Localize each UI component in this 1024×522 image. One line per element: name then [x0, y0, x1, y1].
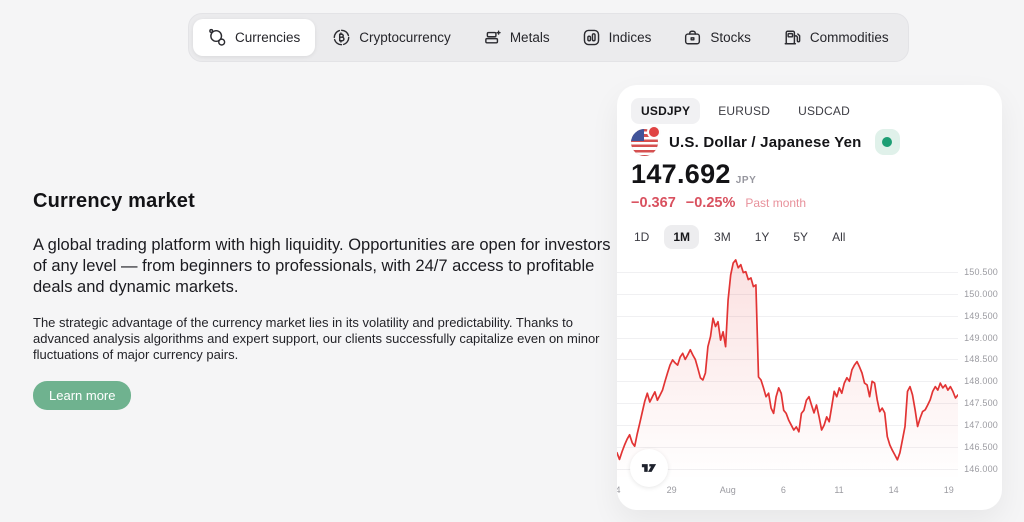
y-axis-tick: 146.000 [964, 464, 998, 474]
y-axis-tick: 149.000 [964, 332, 998, 343]
y-axis-tick: 147.000 [964, 420, 998, 431]
nav-tab-label: Metals [509, 30, 550, 45]
nav-tab-label: Commodities [809, 30, 889, 45]
x-axis-tick: 19 [943, 485, 954, 495]
x-axis-tick: Aug [719, 485, 736, 495]
y-axis-tick: 148.000 [964, 376, 998, 387]
asset-class-tabs: Currencies Cryptocurrency Metals Indices Sto… [188, 13, 909, 62]
range-tabs: 1D 1M 3M 1Y 5Y All [625, 225, 854, 249]
bar-chart-icon [582, 28, 601, 47]
gridline [617, 359, 958, 361]
y-axis-tick: 150.500 [964, 266, 998, 277]
price-currency: JPY [735, 175, 757, 186]
nav-tab-label: Indices [608, 30, 652, 45]
price-line-chart [617, 259, 958, 480]
intro-lead: A global trading platform with high liqu… [33, 236, 611, 296]
change-absolute: −0.367 [631, 195, 676, 211]
y-axis-tick: 149.500 [964, 310, 998, 321]
tradingview-logo[interactable] [630, 449, 668, 487]
fuel-pump-icon [783, 28, 802, 47]
market-open-dot-icon [882, 137, 893, 147]
x-axis-tick: 29 [666, 485, 677, 495]
range-tab-1y[interactable]: 1Y [746, 225, 779, 249]
us-jpy-flag-icon [631, 124, 661, 156]
gridline [617, 337, 958, 339]
coins-icon [208, 28, 227, 47]
range-tab-5y[interactable]: 5Y [784, 225, 817, 249]
price-row: 147.692 JPY [631, 159, 756, 190]
learn-more-button[interactable]: Learn more [33, 380, 132, 410]
nav-tab-metals[interactable]: Metals [468, 19, 565, 56]
tradingview-mark-icon [641, 464, 657, 472]
briefcase-icon [683, 28, 702, 47]
x-axis-tick: 6 [780, 485, 786, 495]
x-axis-tick: 14 [888, 485, 899, 495]
range-tab-all[interactable]: All [823, 225, 854, 249]
gridline [617, 271, 958, 273]
y-axis-tick: 150.000 [964, 288, 998, 299]
gridline [617, 403, 958, 405]
range-tab-1m[interactable]: 1M [664, 225, 700, 249]
y-axis-tick: 148.500 [964, 354, 998, 365]
price-chart: 4 29 Aug 6 11 14 19 150.500 150.000 149.500 149.0… [617, 252, 1002, 502]
price-change-row: −0.367 −0.25% Past month [631, 195, 806, 211]
price-value: 147.692 [631, 159, 731, 189]
nav-tab-cryptocurrency[interactable]: Cryptocurrency [317, 19, 466, 56]
range-tab-1d[interactable]: 1D [625, 225, 658, 249]
pair-tab-usdjpy[interactable]: USDJPY [631, 98, 701, 124]
bitcoin-icon [332, 28, 351, 47]
gridline [617, 381, 958, 383]
instrument-name: U.S. Dollar / Japanese Yen [669, 133, 862, 151]
instrument-row: U.S. Dollar / Japanese Yen [631, 124, 900, 156]
currency-market-intro: Currency market A global trading platfor… [33, 190, 618, 410]
nav-tab-label: Stocks [710, 30, 751, 45]
gridline [617, 315, 958, 317]
y-axis-tick: 147.500 [964, 398, 998, 409]
x-axis-tick: 11 [834, 485, 844, 495]
nav-tab-indices[interactable]: Indices [567, 19, 667, 56]
nav-tab-stocks[interactable]: Stocks [668, 19, 766, 56]
change-percent: −0.25% [685, 195, 736, 211]
intro-body: The strategic advantage of the currency … [33, 315, 600, 363]
market-widget-card: USDJPY EURUSD USDCAD U.S. Dollar / Japanes… [617, 85, 1002, 510]
market-status-badge [874, 129, 900, 155]
pair-tab-eurusd[interactable]: EURUSD [708, 98, 780, 124]
nav-tab-label: Cryptocurrency [359, 30, 451, 45]
x-axis-labels: 4 29 Aug 6 11 14 19 [617, 485, 958, 497]
gridline [617, 293, 958, 295]
x-axis-tick: 4 [617, 485, 621, 495]
page-title: Currency market [33, 190, 195, 212]
pair-tabs: USDJPY EURUSD USDCAD [631, 98, 860, 124]
change-period: Past month [745, 196, 807, 210]
nav-tab-label: Currencies [235, 30, 301, 45]
japan-flag-dot-icon [647, 124, 661, 139]
y-axis-tick: 146.500 [964, 442, 998, 453]
range-tab-3m[interactable]: 3M [705, 225, 740, 249]
nav-tab-currencies[interactable]: Currencies [193, 19, 316, 56]
ingots-icon [483, 28, 502, 47]
nav-tab-commodities[interactable]: Commodities [768, 19, 904, 56]
pair-tab-usdcad[interactable]: USDCAD [788, 98, 860, 124]
